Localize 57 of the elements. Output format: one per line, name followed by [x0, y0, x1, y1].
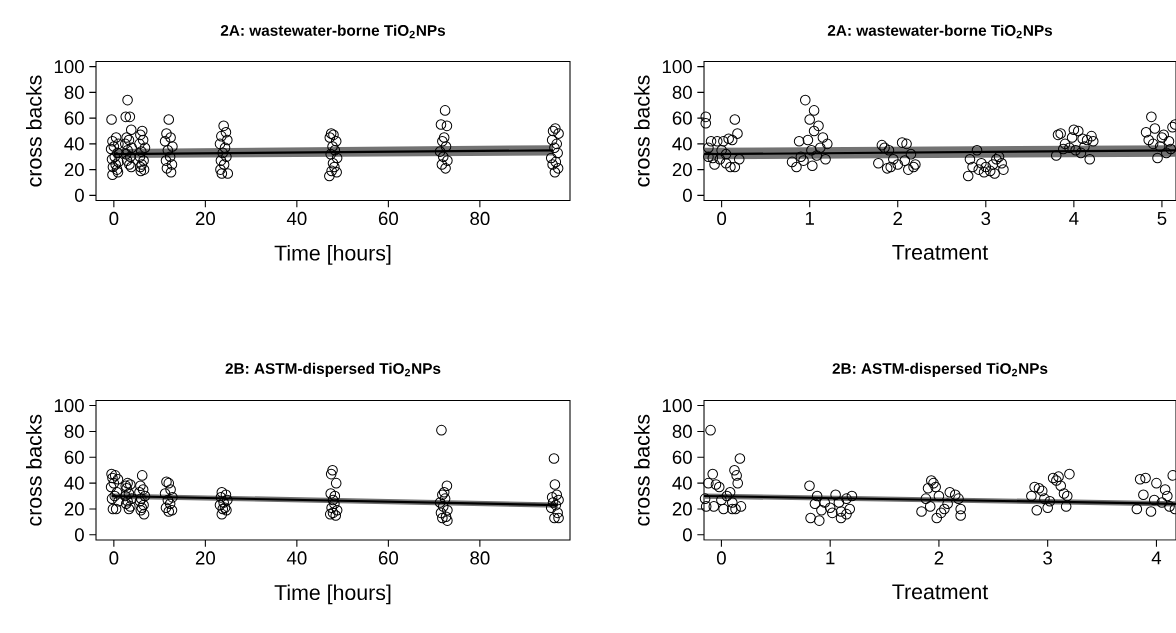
- chart-title: 2B: ASTM-dispersed TiO$_{2}$NPs: [832, 362, 1048, 378]
- y-tick-label: 80: [64, 85, 84, 100]
- chart-title: 2A: wastewater-borne TiO$_{2}$NPs: [827, 24, 1053, 39]
- x-axis-title: Treatment: [892, 244, 989, 260]
- y-tick-label: 100: [662, 60, 692, 74]
- x-tick-label: 0: [109, 211, 119, 226]
- x-tick-label: 2: [934, 551, 944, 565]
- x-tick-label: 4: [1069, 211, 1079, 225]
- x-tick-label: 0: [717, 211, 727, 226]
- y-axis-title: cross backs: [634, 75, 650, 187]
- y-tick-label: 0: [74, 528, 84, 542]
- x-tick-label: 3: [981, 211, 991, 226]
- x-tick-label: 20: [195, 211, 216, 226]
- y-tick-label: 80: [672, 424, 692, 439]
- y-tick-label: 40: [672, 137, 692, 151]
- y-tick-label: 80: [64, 424, 84, 439]
- x-tick-label: 80: [470, 551, 490, 565]
- y-tick-label: 20: [672, 162, 692, 177]
- y-tick-label: 20: [64, 162, 84, 177]
- x-axis-title: Time [hours]: [274, 244, 391, 265]
- y-tick-label: 20: [672, 502, 692, 516]
- y-tick-label: 0: [74, 188, 84, 202]
- y-tick-label: 0: [682, 528, 692, 542]
- y-tick-label: 0: [682, 188, 692, 202]
- x-tick-label: 5: [1157, 211, 1167, 225]
- y-tick-label: 60: [672, 450, 692, 464]
- x-tick-label: 1: [805, 211, 814, 225]
- y-axis-title: cross backs: [26, 414, 42, 526]
- x-axis-title: Treatment: [892, 584, 989, 600]
- y-tick-label: 80: [672, 85, 692, 100]
- y-tick-label: 60: [64, 111, 84, 125]
- x-tick-label: 40: [286, 211, 307, 226]
- y-axis-title: cross backs: [26, 75, 42, 187]
- x-tick-label: 2: [893, 211, 903, 225]
- y-tick-label: 40: [64, 137, 84, 151]
- x-tick-label: 60: [378, 551, 399, 565]
- x-tick-label: 60: [378, 211, 399, 226]
- x-axis-title: Time [hours]: [274, 584, 391, 605]
- y-tick-label: 100: [662, 398, 692, 413]
- x-tick-label: 40: [286, 551, 307, 565]
- x-tick-label: 0: [716, 551, 726, 565]
- y-tick-label: 100: [54, 60, 84, 74]
- y-axis-title: cross backs: [634, 414, 650, 526]
- y-tick-label: 60: [672, 111, 692, 125]
- x-tick-label: 3: [1043, 551, 1053, 565]
- chart-title: 2B: ASTM-dispersed TiO$_{2}$NPs: [225, 362, 441, 378]
- chart-title: 2A: wastewater-borne TiO$_{2}$NPs: [220, 24, 446, 39]
- x-tick-label: 1: [826, 551, 835, 565]
- y-tick-label: 40: [64, 476, 84, 490]
- y-tick-label: 60: [64, 450, 84, 464]
- x-tick-label: 0: [109, 551, 119, 565]
- y-tick-label: 20: [64, 502, 84, 516]
- y-tick-label: 100: [54, 398, 84, 413]
- x-tick-label: 80: [470, 211, 490, 226]
- y-tick-label: 40: [672, 476, 692, 490]
- x-tick-label: 20: [195, 551, 216, 565]
- x-tick-label: 4: [1151, 551, 1162, 565]
